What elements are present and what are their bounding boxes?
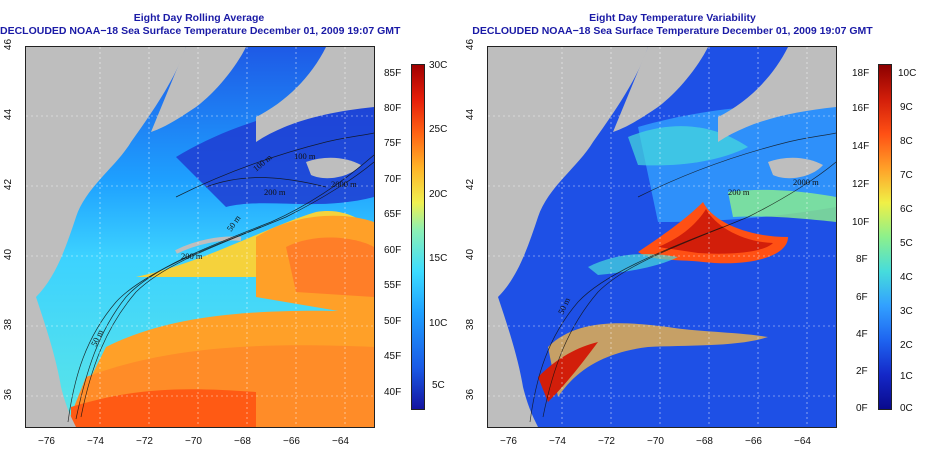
left-lon-66: −66 [283, 436, 300, 447]
right-lon-72: −72 [598, 436, 615, 447]
right-cbar-f-10: 10F [852, 217, 870, 228]
left-contour-label-2: 100 m [294, 151, 316, 161]
right-contour-label-2: 2000 m [793, 177, 819, 187]
left-contour-label-5: 2000 m [331, 179, 357, 189]
left-contour-label-1: 200 m [181, 251, 203, 261]
left-lon-76: −76 [38, 436, 55, 447]
right-cbar-c-4: 4C [900, 272, 913, 283]
left-lat-44: 44 [3, 108, 15, 121]
right-lat-46: 46 [465, 38, 477, 51]
right-cbar-f-2: 2F [856, 366, 868, 377]
right-title-line2: DECLOUDED NOAA−18 Sea Surface Temperatur… [472, 25, 873, 37]
left-lat-42: 42 [3, 178, 15, 191]
right-lon-68: −68 [696, 436, 713, 447]
right-lon-64: −64 [794, 436, 811, 447]
left-lat-36: 36 [3, 388, 15, 401]
right-cbar-c-2: 2C [900, 340, 913, 351]
left-cbar-c-20: 20C [429, 189, 448, 200]
left-lon-72: −72 [136, 436, 153, 447]
left-cbar-f-40: 40F [384, 387, 402, 398]
right-lat-40: 40 [465, 248, 477, 261]
left-lon-74: −74 [87, 436, 104, 447]
right-cbar-c-3: 3C [900, 306, 913, 317]
right-lat-44: 44 [465, 108, 477, 121]
right-map: 200 m 2000 m 50 m [487, 46, 837, 428]
right-cbar-f-0: 0F [856, 403, 868, 414]
left-cbar-c-10: 10C [429, 318, 448, 329]
left-title-line1: Eight Day Rolling Average [133, 12, 265, 24]
left-lat-46: 46 [3, 38, 15, 51]
left-cbar-f-65: 65F [384, 209, 402, 220]
right-lat-36: 36 [465, 388, 477, 401]
right-lon-76: −76 [500, 436, 517, 447]
right-cbar-f-18: 18F [852, 68, 870, 79]
right-lon-74: −74 [549, 436, 566, 447]
right-lon-66: −66 [745, 436, 762, 447]
right-cbar-c-8: 8C [900, 136, 913, 147]
right-lon-70: −70 [647, 436, 664, 447]
left-cbar-f-85: 85F [384, 68, 402, 79]
right-cbar-c-1: 1C [900, 371, 913, 382]
right-cbar-f-14: 14F [852, 141, 870, 152]
right-colorbar [878, 64, 892, 410]
right-title-line1: Eight Day Temperature Variability [589, 12, 756, 24]
left-cbar-f-70: 70F [384, 174, 402, 185]
left-map: 200 m 100 m 200 m 50 m 2000 m 50 m 100 m [25, 46, 375, 428]
left-contour-label-3: 200 m [264, 187, 286, 197]
right-contour-label-1: 200 m [728, 187, 750, 197]
left-cbar-c-15: 15C [429, 253, 448, 264]
right-cbar-f-4: 4F [856, 329, 868, 340]
right-map-svg: 200 m 2000 m 50 m [488, 47, 836, 427]
left-cbar-c-25: 25C [429, 124, 448, 135]
left-map-svg: 200 m 100 m 200 m 50 m 2000 m 50 m 100 m [26, 47, 374, 427]
left-lon-68: −68 [234, 436, 251, 447]
right-cbar-f-16: 16F [852, 103, 870, 114]
right-cbar-c-9: 9C [900, 102, 913, 113]
right-cbar-c-0: 0C [900, 403, 913, 414]
right-cbar-c-6: 6C [900, 204, 913, 215]
right-cbar-c-7: 7C [900, 170, 913, 181]
left-colorbar [411, 64, 425, 410]
right-title: Eight Day Temperature Variability DECLOU… [470, 12, 875, 38]
left-cbar-c-30: 30C [429, 60, 448, 71]
left-title-line2: DECLOUDED NOAA−18 Sea Surface Temperatur… [0, 25, 401, 37]
right-cbar-f-8: 8F [856, 254, 868, 265]
right-cbar-f-6: 6F [856, 292, 868, 303]
right-cbar-c-10: 10C [898, 68, 917, 79]
left-lon-64: −64 [332, 436, 349, 447]
left-lon-70: −70 [185, 436, 202, 447]
right-cbar-c-5: 5C [900, 238, 913, 249]
left-cbar-c-5: 5C [432, 380, 445, 391]
left-cbar-f-45: 45F [384, 351, 402, 362]
left-lat-38: 38 [3, 318, 15, 331]
right-cbar-f-12: 12F [852, 179, 870, 190]
left-lat-40: 40 [3, 248, 15, 261]
left-cbar-f-80: 80F [384, 103, 402, 114]
left-cbar-f-50: 50F [384, 316, 402, 327]
right-lat-42: 42 [465, 178, 477, 191]
left-cbar-f-55: 55F [384, 280, 402, 291]
left-cbar-f-60: 60F [384, 245, 402, 256]
right-lat-38: 38 [465, 318, 477, 331]
left-title: Eight Day Rolling Average DECLOUDED NOAA… [0, 12, 401, 38]
left-cbar-f-75: 75F [384, 138, 402, 149]
